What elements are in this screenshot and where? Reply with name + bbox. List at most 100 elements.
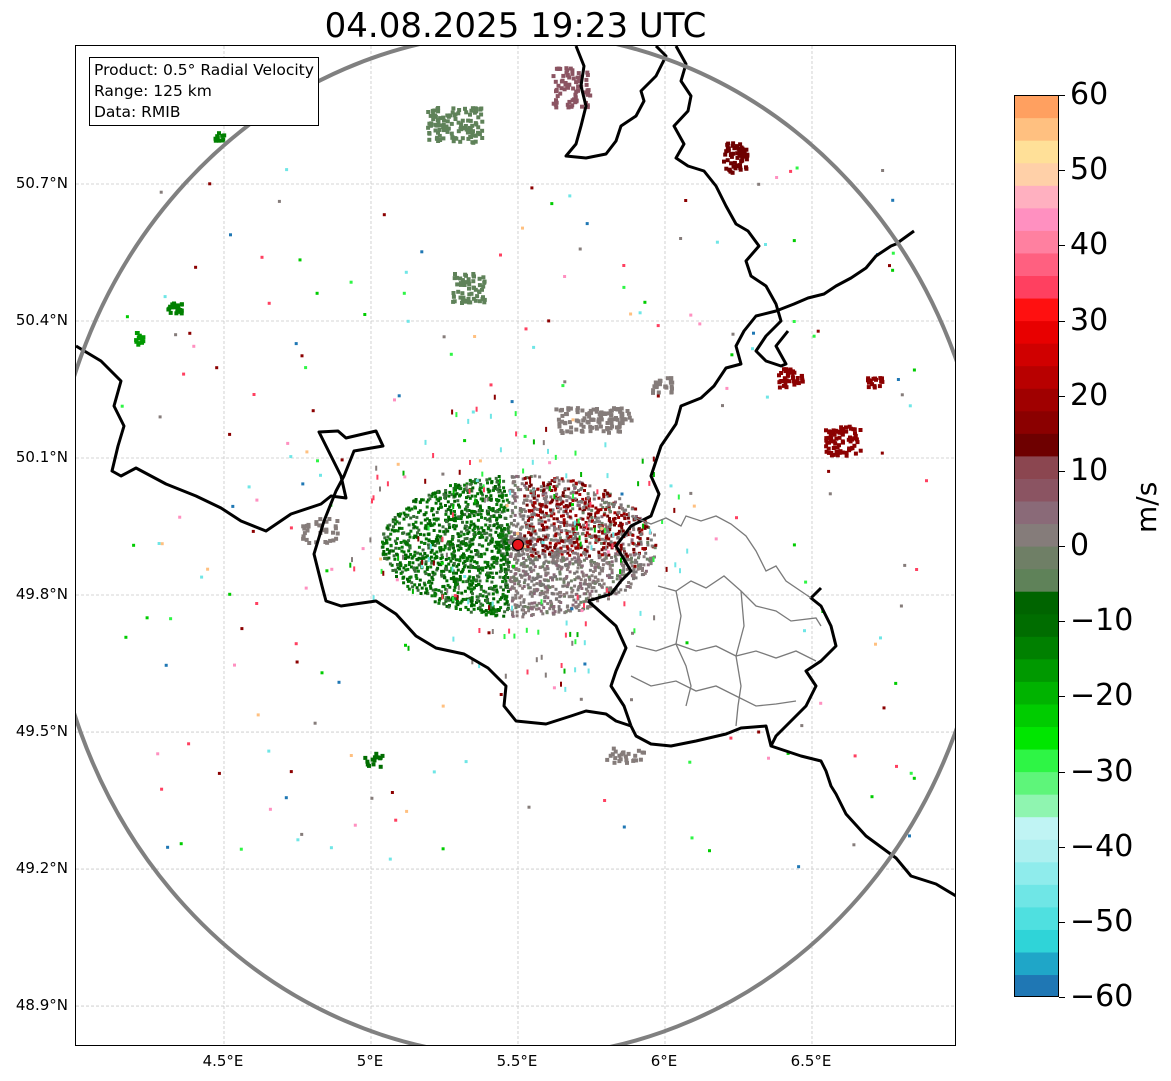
echo-pixel [470,480,474,484]
echo-pixel [617,590,621,594]
echo-pixel [738,167,743,172]
echo-pixel [498,535,502,539]
echo-pixel [607,553,611,557]
echo-pixel [565,535,569,539]
echo-pixel [574,546,578,550]
echo-pixel [437,601,441,605]
echo-pixel [464,127,469,132]
echo-pixel [395,553,399,557]
echo-pixel [646,537,650,541]
echo-pixel [625,409,630,413]
echo-pixel [516,591,520,595]
echo-pixel [529,533,533,537]
echo-pixel [526,552,530,556]
echo-pixel [317,523,322,528]
echo-pixel [511,597,515,601]
echo-pixel [782,367,786,372]
echo-pixel [584,521,588,524]
echo-pixel [436,517,440,521]
echo-pixel [626,751,631,756]
echo-pixel [544,559,548,563]
echo-pixel [385,547,389,551]
echo-pixel [548,585,552,589]
echo-pixel [369,537,372,543]
echo-pixel [442,492,446,496]
echo-pixel [467,569,471,573]
echo-pixel [367,763,371,768]
echo-pixel [514,567,518,571]
echo-pixel [428,522,432,526]
echo-pixel [533,548,537,552]
echo-pixel [600,541,603,545]
echo-pixel [594,565,598,569]
echo-pixel [531,459,534,465]
echo-pixel [390,791,394,794]
echo-pixel [447,562,451,566]
echo-pixel [466,503,470,506]
echo-pixel [445,520,448,524]
echo-pixel [577,543,581,547]
echo-pixel [534,543,538,546]
echo-pixel [531,576,535,580]
echo-pixel [620,524,624,528]
echo-pixel [174,311,179,316]
echo-pixel [598,582,601,586]
echo-pixel [577,586,581,590]
echo-pixel [550,202,554,206]
echo-pixel [446,529,450,533]
echo-pixel [321,528,325,533]
echo-pixel [567,420,572,425]
echo-pixel [443,496,447,500]
echo-pixel [120,404,124,408]
echo-pixel [607,576,611,579]
echo-pixel [124,635,128,639]
echo-pixel [517,604,521,608]
echo-pixel [608,563,612,567]
echo-pixel [543,520,547,524]
echo-pixel [551,611,555,615]
echo-pixel [436,538,440,542]
echo-pixel [467,509,471,512]
echo-pixel [495,571,499,575]
radar-map[interactable] [75,45,956,1046]
echo-pixel [607,503,611,507]
echo-pixel [437,598,441,602]
echo-pixel [302,526,307,531]
echo-pixel [588,583,592,587]
echo-pixel [389,532,393,536]
echo-pixel [520,510,524,514]
echo-pixel [447,515,451,519]
echo-pixel [545,527,549,531]
echo-pixel [833,441,838,446]
echo-pixel [637,564,641,568]
echo-pixel [582,523,585,527]
echo-pixel [474,578,478,582]
echo-pixel [464,110,469,115]
echo-pixel [556,592,560,596]
echo-pixel [620,421,625,426]
echo-pixel [456,591,460,595]
echo-pixel [394,546,398,550]
echo-pixel [622,568,626,572]
echo-pixel [444,527,448,531]
echo-pixel [489,494,493,498]
echo-pixel [590,589,594,593]
echo-pixel [536,538,539,542]
echo-pixel [651,390,655,395]
echo-pixel [579,541,582,547]
echo-pixel [472,578,476,582]
echo-pixel [462,552,465,556]
echo-pixel [427,573,431,577]
echo-pixel [488,533,492,537]
echo-pixel [453,578,456,582]
echo-pixel [444,489,448,492]
echo-pixel [470,538,474,542]
echo-pixel [471,296,476,301]
echo-pixel [539,528,543,532]
echo-pixel [552,538,555,542]
echo-pixel [789,169,793,173]
echo-pixel [554,562,558,566]
echo-pixel [444,591,448,595]
echo-pixel [486,598,490,601]
echo-pixel [477,582,480,586]
